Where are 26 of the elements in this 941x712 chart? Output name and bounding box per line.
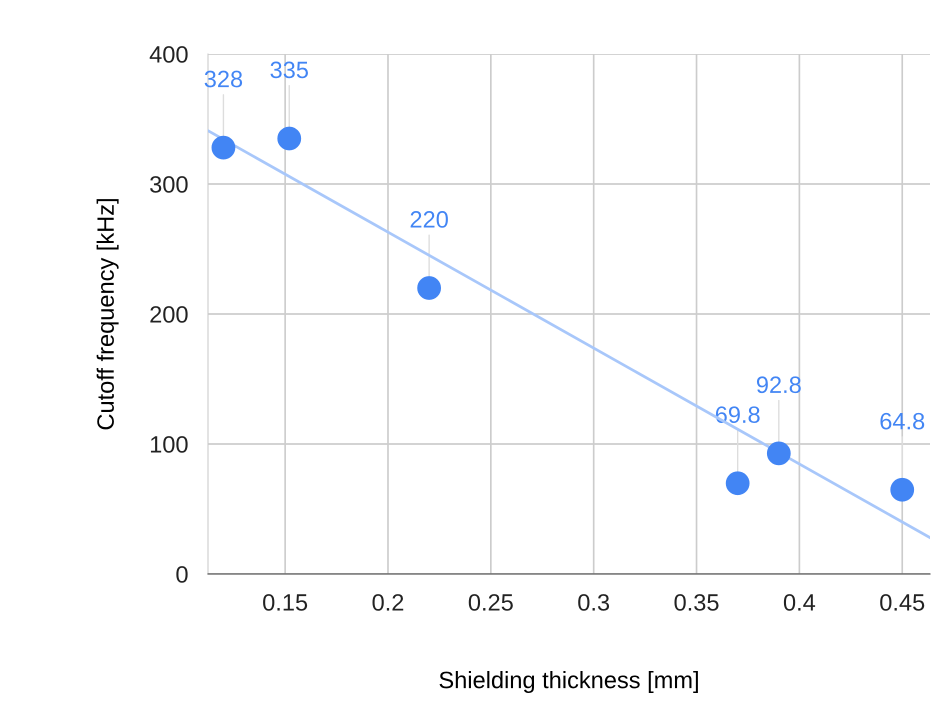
y-axis-title: Cutoff frequency [kHz] — [96, 199, 119, 430]
x-tick-label: 0.3 — [578, 594, 610, 611]
point — [766, 441, 791, 466]
x-axis-title: Shielding thickness [mm] — [440, 671, 698, 694]
x-tick-label: 0.4 — [784, 594, 816, 611]
x-tick-label: 0.15 — [263, 594, 308, 611]
point — [277, 126, 302, 150]
data-label: 328 — [204, 70, 242, 88]
data-label: 64.8 — [880, 412, 924, 430]
x-tick-label: 0.45 — [880, 594, 924, 611]
data-label: 220 — [410, 211, 448, 228]
point — [417, 276, 442, 300]
point — [212, 136, 236, 160]
x-tick-label: 0.35 — [674, 594, 719, 611]
x-tick-label: 0.25 — [468, 594, 513, 611]
y-tick-label: 300 — [150, 176, 188, 193]
point — [890, 478, 914, 502]
x-tick-label: 0.2 — [372, 594, 404, 611]
data-label: 335 — [270, 62, 308, 78]
data-label: 69.8 — [716, 406, 760, 424]
y-tick-label: 400 — [150, 46, 188, 63]
y-tick-label: 0 — [176, 566, 188, 583]
point — [726, 471, 750, 496]
data-label: 92.8 — [756, 376, 801, 394]
y-tick-label: 100 — [150, 436, 188, 453]
y-tick-label: 200 — [150, 306, 188, 323]
